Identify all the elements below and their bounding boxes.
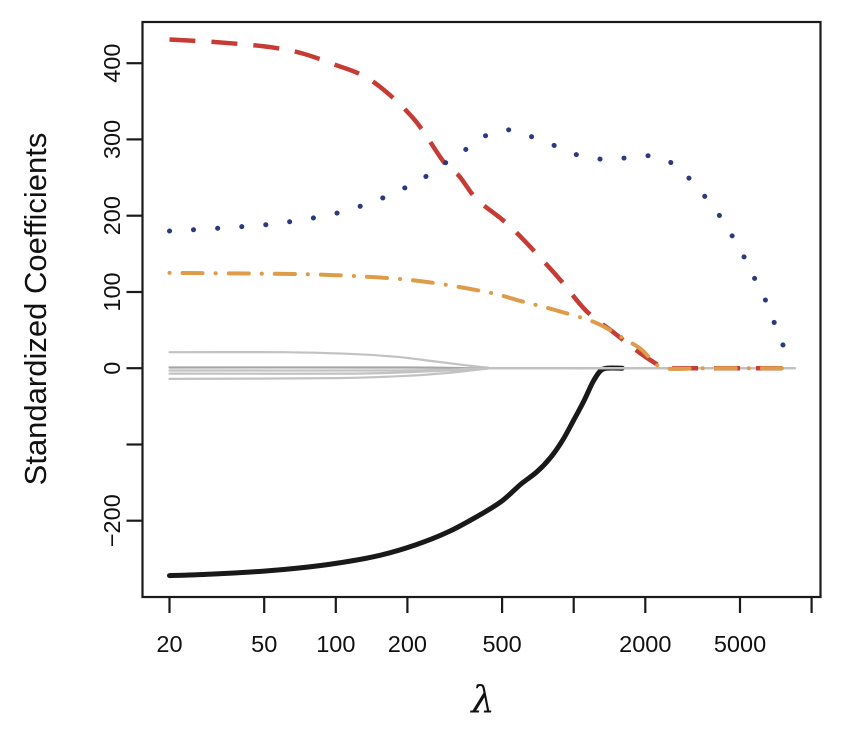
x-tick-label: 500 bbox=[482, 631, 521, 657]
y-tick-label: 300 bbox=[99, 120, 125, 159]
x-tick-label: 200 bbox=[388, 631, 427, 657]
y-tick-label: −200 bbox=[99, 494, 125, 547]
series-gray-1 bbox=[168, 351, 796, 370]
x-tick-label: 2000 bbox=[619, 631, 671, 657]
x-axis-title: λ bbox=[471, 678, 495, 722]
series-orange-dashdot bbox=[167, 270, 797, 371]
x-tick-label: 20 bbox=[156, 631, 182, 657]
y-tick-label: 400 bbox=[99, 44, 125, 83]
series-red-dashed bbox=[169, 37, 795, 371]
x-tick-label: 50 bbox=[251, 631, 277, 657]
series-blue-dotted bbox=[167, 127, 795, 353]
y-tick-label: 0 bbox=[99, 362, 125, 375]
y-tick-label: 100 bbox=[99, 272, 125, 311]
y-tick-label: 200 bbox=[99, 196, 125, 235]
series-gray-5 bbox=[168, 367, 796, 380]
series-black-solid bbox=[167, 365, 625, 579]
plot-frame bbox=[141, 20, 822, 599]
x-tick-label: 5000 bbox=[714, 631, 766, 657]
x-tick-label: 100 bbox=[316, 631, 355, 657]
y-axis-title: Standardized Coefficients bbox=[18, 132, 53, 486]
